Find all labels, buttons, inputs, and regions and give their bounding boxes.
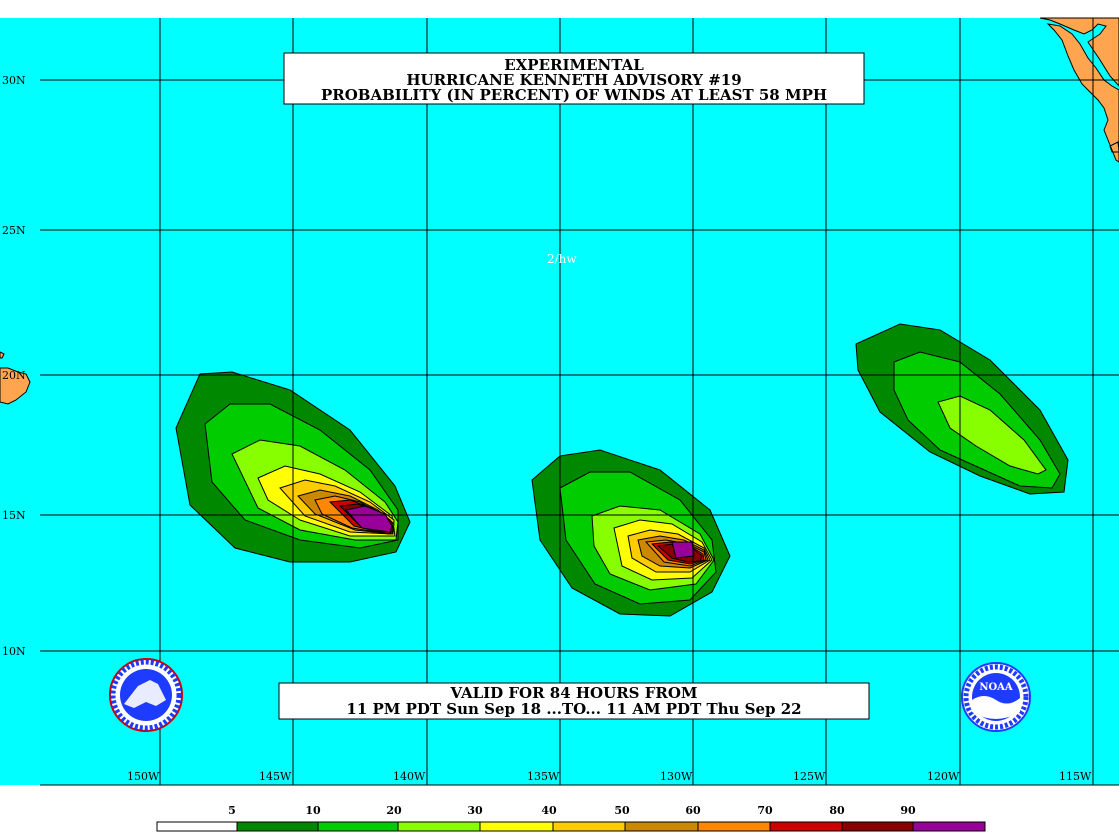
scale-color-box [236,821,319,832]
noaa-logo-text: NOAA [979,682,1013,693]
lon-label-115w: 115W [1059,770,1092,783]
scale-label-60: 60 [685,804,701,817]
nws-logo [109,658,183,732]
noaa-logo-lettering-ring [963,664,1029,730]
lat-label-10n: 10N [2,645,26,658]
lon-label-145w: 145W [259,770,292,783]
hawaii-land [0,367,31,405]
lat-label-30n: 30N [2,74,26,87]
contour-level-90 [345,505,393,533]
lat-label-15n: 15N [2,509,26,522]
valid-box-background [278,682,870,720]
scale-color-box [769,821,843,832]
scale-label-70: 70 [757,804,773,817]
scale-label-90: 90 [900,804,916,817]
scale-color-box [912,821,986,832]
nws-logo-lettering-ring [110,659,182,731]
lon-label-120w: 120W [927,770,960,783]
map-note: 2/hw [547,252,577,266]
lat-label-25n: 25N [2,224,26,237]
latitude-labels: 30N 25N 20N 15N 10N [2,74,26,658]
scale-color-box [624,821,699,832]
scale-label-80: 80 [829,804,845,817]
noaa-logo: NOAA [961,662,1031,732]
scale-color-box [479,821,554,832]
scale-label-30: 30 [467,804,483,817]
longitude-labels: 150W 145W 140W 135W 130W 125W 120W 115W [127,770,1092,783]
lon-label-140w: 140W [393,770,426,783]
valid-line-2: 11 PM PDT Sun Sep 18 ...TO... 11 AM PDT … [346,700,801,718]
swath-day1 [855,323,1069,495]
land-masses [0,17,1119,405]
scale-label-5: 5 [228,804,236,817]
nws-logo-bird-icon [124,680,166,708]
valid-line-1: VALID FOR 84 HOURS FROM [449,684,697,702]
scale-labels: 5 10 20 30 40 50 60 70 80 90 [228,804,916,817]
scale-color-box [156,821,238,832]
lat-label-20n: 20N [2,369,26,382]
lon-label-150w: 150W [127,770,160,783]
scale-label-20: 20 [386,804,402,817]
probability-color-scale: 5 10 20 30 40 50 60 70 80 90 [156,804,986,832]
title-line-2: HURRICANE KENNETH ADVISORY #19 [406,71,741,89]
scale-color-box [317,821,399,832]
scale-color-box [697,821,771,832]
scale-color-box [841,821,914,832]
scale-label-50: 50 [614,804,630,817]
valid-period-box: VALID FOR 84 HOURS FROM 11 PM PDT Sun Se… [278,682,870,720]
scale-label-10: 10 [305,804,321,817]
lon-label-135w: 135W [527,770,560,783]
contour-level-90 [671,541,695,559]
hawaii-island-small [0,351,5,359]
contour-level-20 [937,395,1047,475]
swath-day2 [531,449,731,617]
title-box: EXPERIMENTAL HURRICANE KENNETH ADVISORY … [283,52,865,105]
noaa-logo-wave-icon [972,696,1020,719]
lon-label-130w: 130W [660,770,693,783]
title-line-1: EXPERIMENTAL [504,56,644,74]
title-line-3: PROBABILITY (IN PERCENT) OF WINDS AT LEA… [321,86,827,104]
title-box-background [283,52,865,105]
scale-color-boxes [156,821,986,832]
scale-color-box [552,821,626,832]
scale-label-40: 40 [541,804,557,817]
lon-label-125w: 125W [793,770,826,783]
scale-color-box [397,821,481,832]
